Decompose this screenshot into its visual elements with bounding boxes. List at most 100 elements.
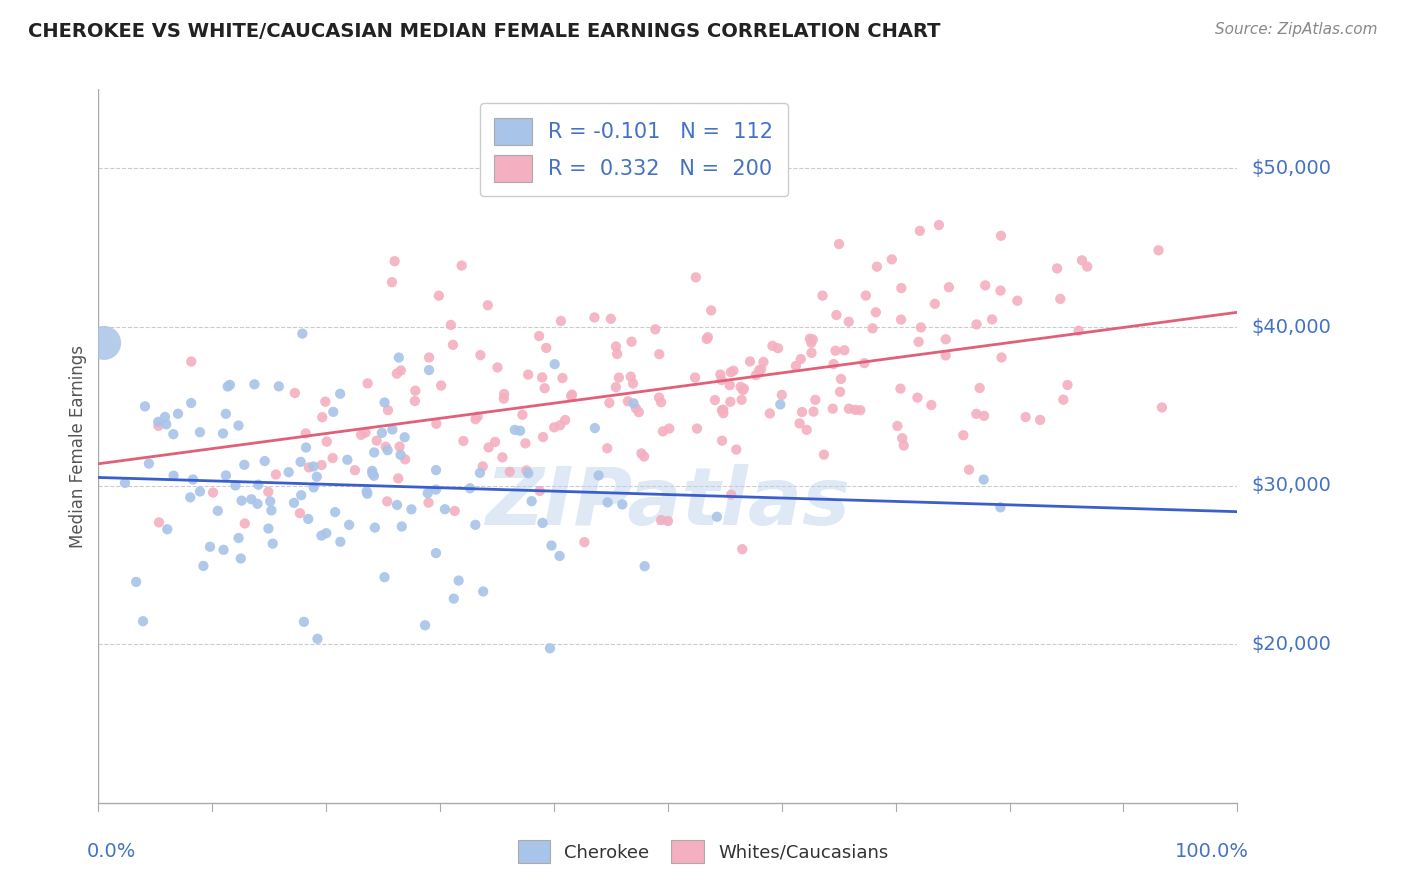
Point [536, 341, 558, 355]
Point [605, 380, 627, 394]
Point [823, 357, 845, 371]
Point [718, 394, 741, 409]
Point [212, 542, 235, 557]
Point [928, 218, 950, 232]
Point [745, 368, 768, 383]
Point [356, 484, 378, 499]
Point [418, 496, 440, 510]
Text: $50,000: $50,000 [1251, 159, 1331, 178]
Point [834, 343, 856, 358]
Point [404, 384, 426, 398]
Point [527, 329, 550, 343]
Point [450, 259, 472, 273]
Point [363, 445, 385, 459]
Point [789, 417, 811, 431]
Point [627, 405, 650, 419]
Text: CHEROKEE VS WHITE/CAUCASIAN MEDIAN FEMALE EARNINGS CORRELATION CHART: CHEROKEE VS WHITE/CAUCASIAN MEDIAN FEMAL… [28, 22, 941, 41]
Legend: Cherokee, Whites/Caucasians: Cherokee, Whites/Caucasians [506, 830, 900, 874]
Point [156, 522, 179, 536]
Point [544, 357, 567, 371]
Point [769, 397, 792, 411]
Point [723, 364, 745, 378]
Point [471, 459, 494, 474]
Text: $40,000: $40,000 [1251, 318, 1331, 336]
Point [198, 540, 221, 554]
Point [713, 406, 735, 420]
Point [651, 425, 673, 439]
Point [373, 570, 395, 584]
Point [910, 320, 932, 334]
Point [212, 426, 235, 441]
Point [155, 417, 177, 432]
Point [966, 318, 988, 332]
Point [648, 391, 671, 405]
Point [233, 458, 256, 472]
Point [711, 402, 734, 417]
Point [401, 502, 423, 516]
Point [981, 312, 1004, 326]
Point [472, 584, 495, 599]
Point [361, 464, 384, 478]
Point [620, 334, 643, 349]
Point [738, 354, 761, 368]
Point [231, 493, 253, 508]
Point [464, 412, 486, 426]
Point [543, 420, 565, 434]
Point [132, 614, 155, 628]
Point [512, 408, 534, 422]
Point [93, 335, 115, 350]
Point [696, 330, 718, 344]
Point [748, 363, 770, 377]
Point [385, 367, 408, 381]
Point [517, 368, 540, 382]
Point [453, 434, 475, 448]
Point [114, 475, 136, 490]
Point [865, 305, 887, 319]
Point [935, 332, 957, 346]
Point [477, 441, 499, 455]
Point [284, 386, 307, 401]
Point [811, 288, 834, 302]
Point [363, 468, 385, 483]
Point [725, 442, 748, 457]
Point [134, 400, 156, 414]
Point [425, 417, 447, 431]
Point [305, 469, 328, 483]
Point [533, 381, 555, 395]
Point [813, 448, 835, 462]
Point [443, 591, 465, 606]
Point [257, 484, 280, 499]
Point [990, 228, 1012, 243]
Point [990, 500, 1012, 515]
Point [418, 351, 440, 365]
Point [294, 426, 316, 441]
Point [800, 335, 823, 350]
Point [179, 491, 201, 505]
Point [749, 362, 772, 376]
Point [700, 303, 723, 318]
Point [759, 407, 782, 421]
Point [612, 497, 634, 511]
Point [311, 410, 333, 425]
Point [890, 281, 912, 295]
Point [188, 484, 211, 499]
Point [644, 322, 666, 336]
Point [733, 382, 755, 396]
Point [965, 407, 987, 421]
Point [247, 477, 270, 491]
Point [1071, 253, 1094, 268]
Point [468, 466, 491, 480]
Point [329, 386, 352, 401]
Point [329, 534, 352, 549]
Point [413, 618, 436, 632]
Point [385, 498, 408, 512]
Point [648, 347, 671, 361]
Point [366, 434, 388, 448]
Point [561, 387, 583, 401]
Point [224, 478, 246, 492]
Point [425, 463, 447, 477]
Point [322, 451, 344, 466]
Point [389, 448, 412, 462]
Point [686, 421, 709, 435]
Point [290, 455, 312, 469]
